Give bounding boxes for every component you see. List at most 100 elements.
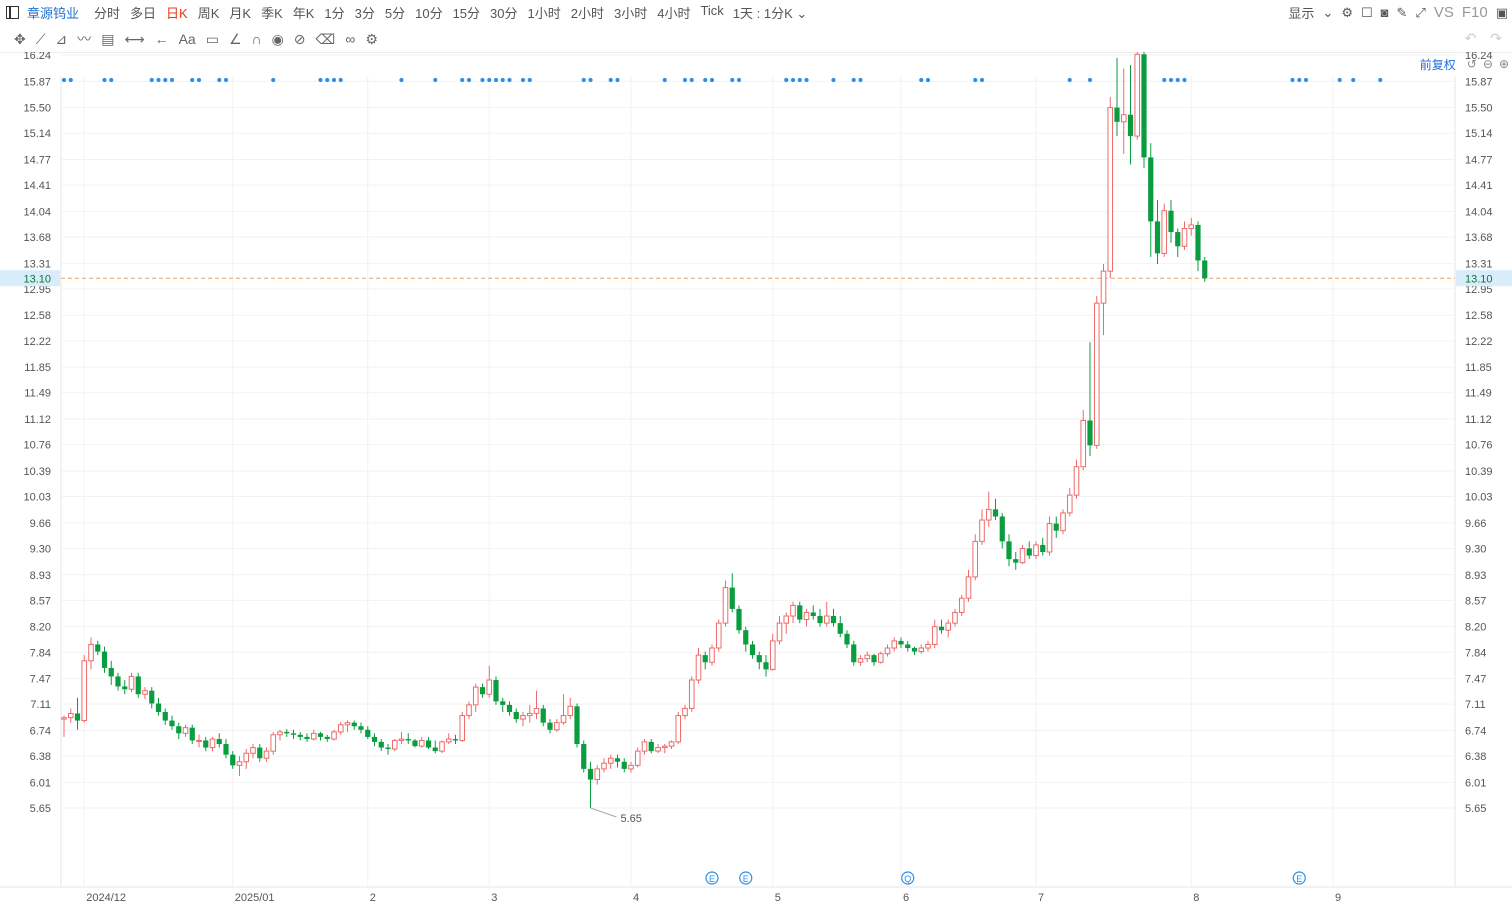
y-tick-left: 12.58 [23, 310, 51, 322]
period-12[interactable]: 30分 [490, 6, 518, 21]
candle-body-up [277, 731, 283, 736]
candle-body-up [61, 717, 67, 720]
display-button[interactable]: 显示 [1288, 6, 1315, 21]
signal-marker [520, 77, 526, 83]
y-tick-right: 8.57 [1465, 595, 1486, 607]
period-2[interactable]: 日K [166, 6, 188, 21]
candle-body-up [864, 654, 871, 660]
period-7[interactable]: 1分 [324, 6, 345, 21]
candle-body-up [486, 679, 493, 695]
magnet-icon[interactable]: ∩ [251, 31, 262, 47]
y-tick-right: 11.49 [1465, 388, 1492, 400]
adjust-label[interactable]: 前复权 [1419, 57, 1456, 72]
y-tick-right: 15.14 [1465, 128, 1493, 140]
candle-body-down [1013, 559, 1019, 563]
candle-body-up [776, 622, 783, 642]
link-icon[interactable]: ∞ [345, 31, 356, 47]
period-15[interactable]: 3小时 [613, 6, 648, 21]
candle-body-down [743, 630, 749, 645]
candle-body-down [797, 605, 803, 620]
candle-body-up [661, 745, 668, 749]
candle-body-down [412, 740, 418, 747]
candle-body-up [209, 738, 216, 749]
undo-icon[interactable]: ↶ [1464, 30, 1477, 46]
event-marker[interactable] [901, 871, 915, 885]
hide-icon[interactable]: ⊘ [293, 30, 306, 47]
line-icon[interactable]: ⟋ [35, 30, 46, 47]
trash-icon[interactable]: ⌫ [315, 30, 336, 47]
signal-marker [61, 77, 67, 83]
zoom-in-icon[interactable]: ⊕ [1498, 57, 1509, 71]
period-16[interactable]: 4小时 [657, 6, 691, 21]
settings-icon[interactable]: ⚙ [365, 30, 378, 47]
fullscreen-icon[interactable]: ⤢ [1415, 4, 1426, 20]
period-3[interactable]: 周K [197, 6, 220, 21]
signal-marker [682, 77, 688, 83]
period-4[interactable]: 月K [229, 6, 252, 21]
undo-redo: ↶ ↷ [1465, 30, 1502, 47]
pen-icon[interactable]: ✎ [1396, 4, 1408, 20]
gear-icon[interactable]: ⚙ [1341, 4, 1353, 20]
stock-name[interactable]: 章源钨业 [27, 6, 80, 21]
x-tick-label: 5 [775, 892, 781, 904]
period-17[interactable]: Tick [700, 3, 724, 18]
period-8[interactable]: 3分 [354, 6, 375, 21]
y-tick-right: 9.30 [1465, 543, 1486, 555]
candle-body-down [176, 726, 182, 734]
eye-icon[interactable]: ◉ [271, 30, 284, 47]
redo-icon[interactable]: ↷ [1490, 30, 1502, 46]
candle-body-down [1087, 420, 1093, 446]
zoom-out-icon[interactable]: ⊖ [1482, 57, 1493, 71]
fib-icon[interactable]: ▤ [101, 30, 115, 47]
signal-marker [487, 77, 492, 83]
ray-icon[interactable]: ⊿ [55, 30, 68, 47]
move-icon[interactable]: ✥ [14, 30, 26, 47]
candle-body-up [1181, 227, 1188, 247]
candle-body-up [250, 747, 256, 754]
signal-marker [730, 77, 735, 83]
panel-icon[interactable]: ▣ [1495, 4, 1508, 20]
candle-body-up [877, 653, 884, 663]
y-tick-left: 8.57 [30, 595, 51, 607]
candle-body-down [540, 708, 546, 723]
signal-marker [1290, 77, 1295, 83]
period-13[interactable]: 1小时 [527, 6, 561, 21]
event-marker[interactable] [1292, 871, 1306, 885]
camera-icon[interactable]: ◙ [1380, 5, 1389, 20]
sidebar-toggle-icon[interactable] [6, 6, 19, 19]
event-marker[interactable] [705, 871, 719, 885]
y-tick-right: 7.47 [1465, 674, 1486, 686]
vs-button[interactable]: VS [1433, 4, 1454, 21]
period-5[interactable]: 季K [261, 6, 283, 21]
y-tick-left: 8.93 [30, 570, 51, 582]
candle-body-down [432, 747, 438, 752]
period-6[interactable]: 年K [292, 6, 315, 21]
square-icon[interactable]: ☐ [1361, 4, 1373, 20]
x-tick-label: 2 [370, 892, 376, 904]
signal-marker [527, 77, 532, 83]
period-14[interactable]: 2小时 [570, 6, 604, 21]
text-icon[interactable]: Aa [178, 31, 196, 47]
measure-icon[interactable]: ⟷ [124, 30, 145, 47]
candle-body-down [810, 612, 816, 617]
arrow-icon[interactable]: ← [154, 31, 169, 47]
period-11[interactable]: 15分 [452, 6, 481, 21]
candle-body-up [607, 757, 614, 764]
period-1[interactable]: 多日 [130, 6, 157, 21]
candle-body-down [324, 736, 330, 740]
y-tick-right: 13.31 [1465, 258, 1493, 270]
period-dropdown[interactable]: 1天 : 1分K ⌄ [733, 3, 808, 22]
wave-icon[interactable]: 〰 [77, 31, 92, 47]
candlestick-chart[interactable]: 16.24 16.24 15.87 15.87 15.50 15.50 15.14 15.14… [0, 52, 1512, 918]
f10-button[interactable]: F10 [1461, 4, 1488, 21]
comment-icon[interactable]: ▭ [205, 30, 219, 47]
y-tick-left: 6.01 [30, 777, 51, 789]
period-9[interactable]: 5分 [384, 6, 406, 21]
event-marker[interactable] [739, 871, 753, 885]
period-10[interactable]: 10分 [415, 6, 443, 21]
angle-icon[interactable]: ∠ [228, 30, 242, 47]
reset-icon[interactable]: ↺ [1466, 57, 1477, 71]
candle-body-up [1107, 107, 1114, 272]
candle-body-down [452, 739, 459, 741]
period-0[interactable]: 分时 [94, 6, 121, 21]
